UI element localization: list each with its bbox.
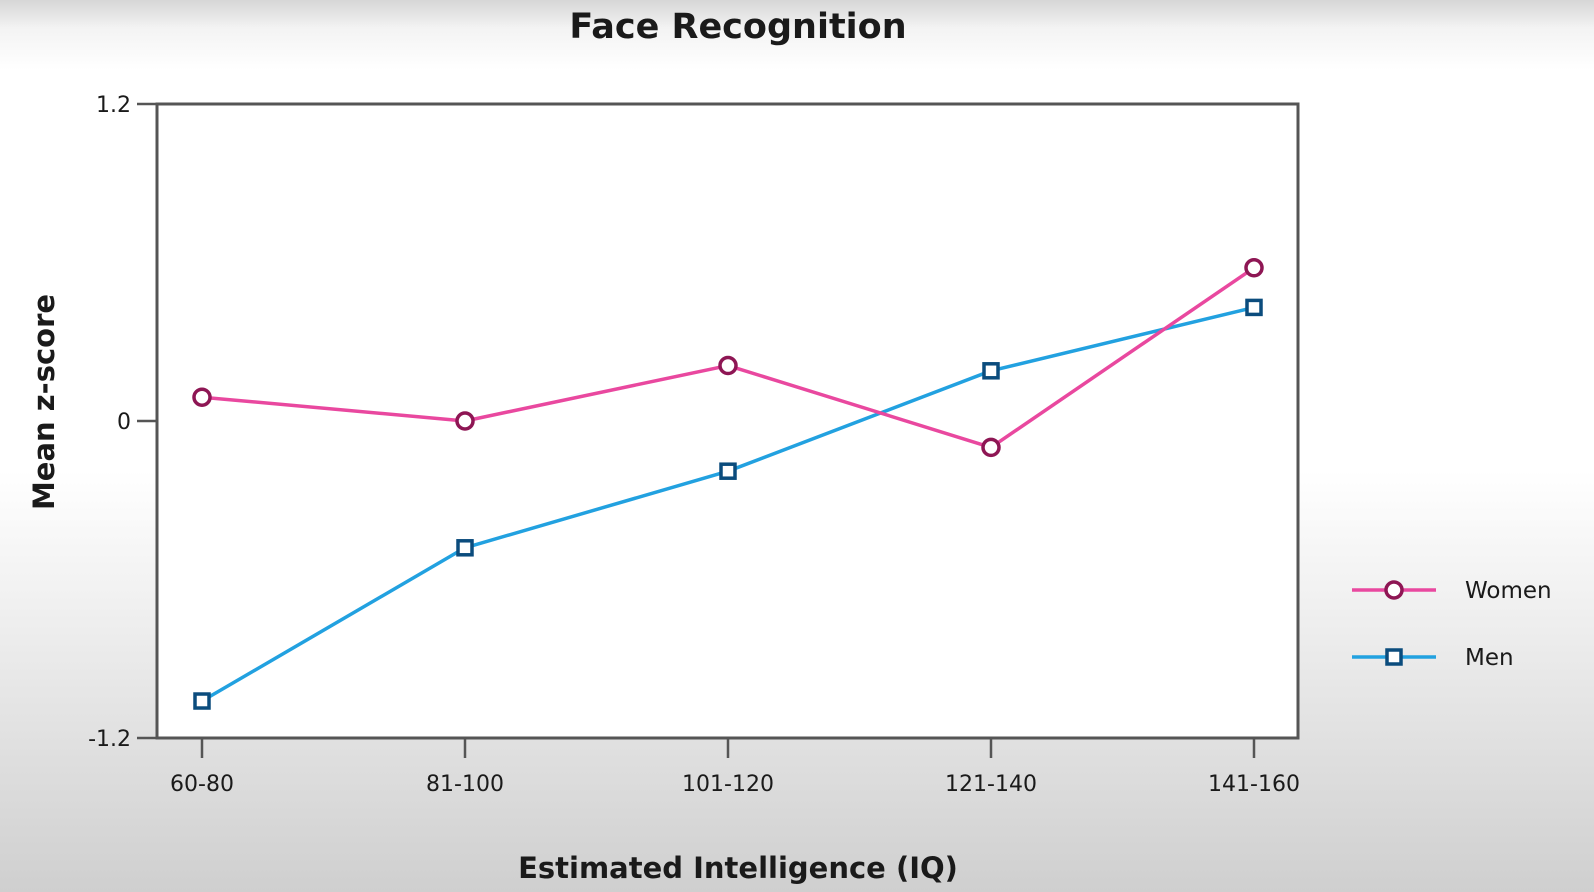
legend-item-men: Men — [1352, 645, 1514, 671]
series-layer — [192, 258, 1264, 710]
plot-area — [155, 102, 1300, 740]
legend: Women Men — [1352, 578, 1552, 671]
y-tick-label: 1.2 — [96, 93, 131, 118]
series-men — [193, 298, 1263, 710]
data-point-women — [718, 355, 738, 376]
chart-title: Face Recognition — [569, 7, 906, 47]
x-tick-label: 141-160 — [1208, 772, 1300, 797]
data-point-men — [719, 462, 737, 480]
legend-marker-women — [1384, 580, 1404, 600]
axis-ticks: 60-80 81-100 101-120 121-140 141-160 1.2 0 -1.2 — [88, 93, 1300, 797]
y-tick-label: 0 — [117, 410, 131, 435]
data-point-men — [193, 692, 211, 710]
data-point-women — [192, 387, 212, 407]
legend-marker-men — [1385, 648, 1403, 666]
series-women — [192, 258, 1264, 458]
data-point-women — [1244, 258, 1264, 278]
data-point-women — [981, 437, 1001, 458]
legend-label-men: Men — [1465, 645, 1514, 671]
x-tick-label: 101-120 — [682, 772, 774, 797]
y-axis-title: Mean z-score — [27, 294, 61, 510]
x-tick-label: 121-140 — [945, 772, 1037, 797]
data-point-men — [1245, 298, 1263, 317]
x-axis-title: Estimated Intelligence (IQ) — [518, 851, 958, 885]
legend-label-women: Women — [1465, 578, 1552, 604]
y-tick-label: -1.2 — [88, 727, 131, 752]
data-point-women — [455, 411, 475, 431]
legend-item-women: Women — [1352, 578, 1552, 604]
data-point-men — [982, 362, 1000, 380]
data-point-men — [456, 539, 474, 557]
x-tick-label: 81-100 — [426, 772, 504, 797]
x-tick-label: 60-80 — [170, 772, 234, 797]
